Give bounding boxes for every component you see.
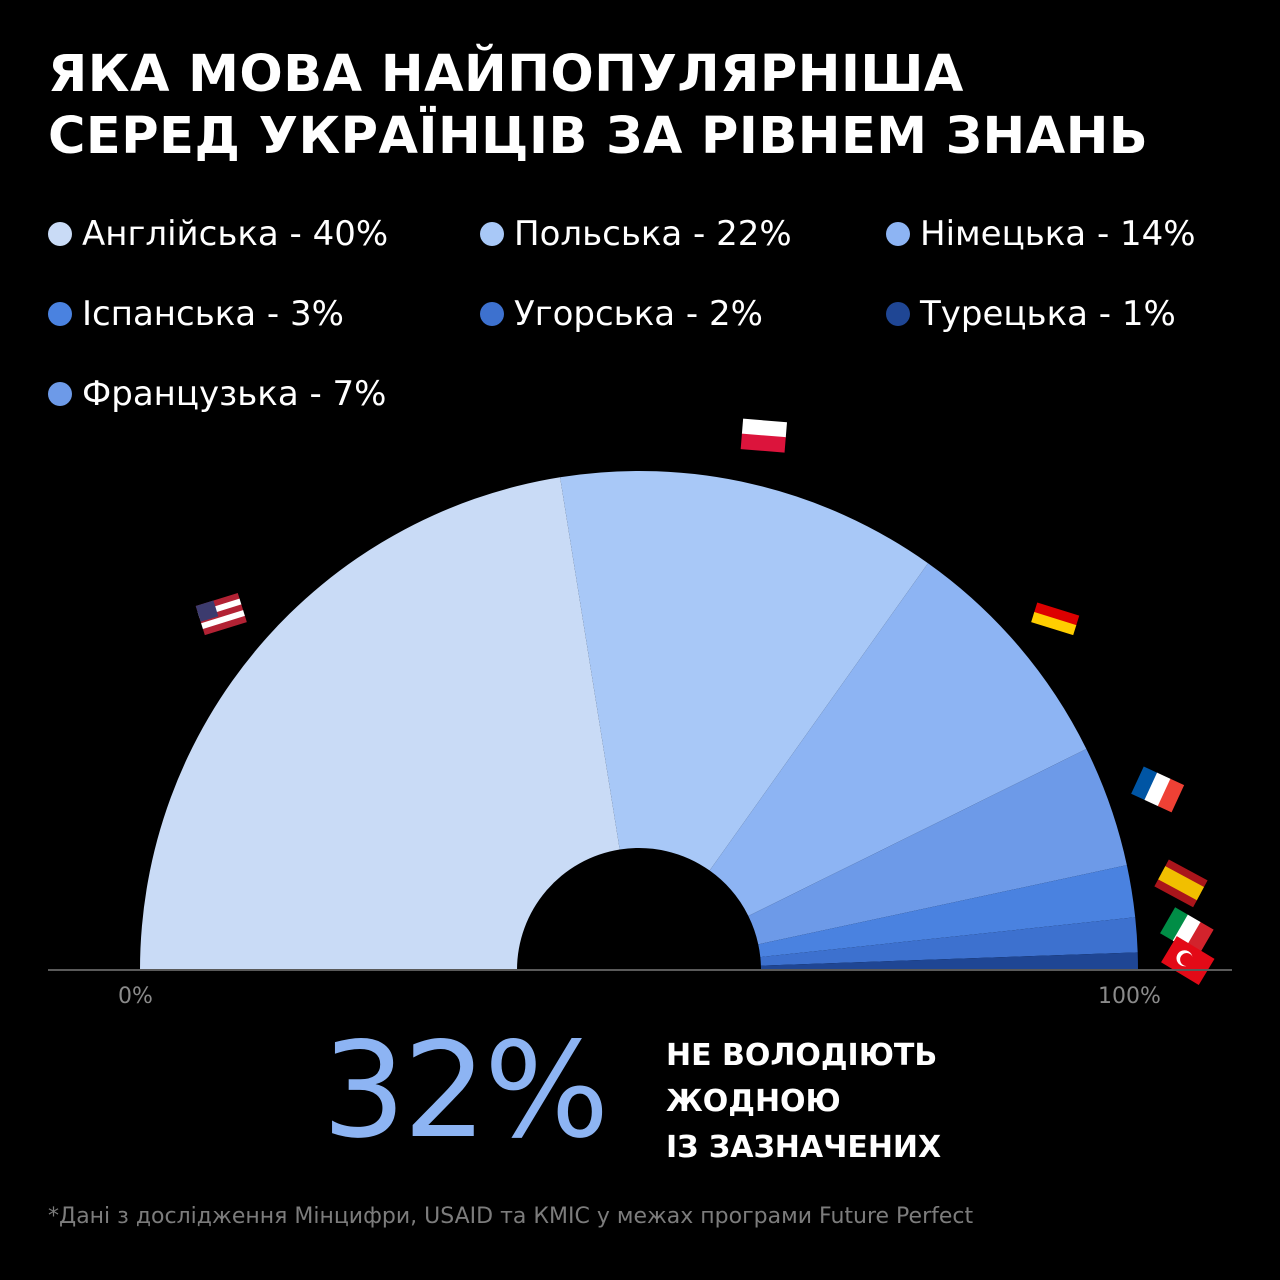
legend-dot <box>886 222 910 246</box>
turkey-flag-icon <box>1161 936 1215 985</box>
legend-label: Німецька - 14% <box>920 214 1196 254</box>
legend-item-french: Французька - 7% <box>48 374 387 414</box>
legend-item-spanish: Іспанська - 3% <box>48 294 344 334</box>
poland-flag-icon <box>740 418 787 453</box>
stat-caption-line: ЖОДНОЮ <box>666 1084 841 1119</box>
legend-item-german: Німецька - 14% <box>886 214 1196 254</box>
legend-label: Польська - 22% <box>514 214 792 254</box>
axis-label-start: 0% <box>118 984 153 1009</box>
france-flag-icon <box>1131 766 1185 813</box>
chart-slices <box>140 471 1138 970</box>
axis-label-end: 100% <box>1098 984 1161 1009</box>
chart-slice-7 <box>760 952 1138 970</box>
stat-caption-line: ІЗ ЗАЗНАЧЕНИХ <box>666 1130 942 1165</box>
legend-label: Іспанська - 3% <box>82 294 344 334</box>
chart-slice-1 <box>140 477 620 970</box>
legend-dot <box>48 222 72 246</box>
legend-dot <box>48 302 72 326</box>
legend-dot <box>48 382 72 406</box>
legend-label: Турецька - 1% <box>920 294 1176 334</box>
chart-slice-6 <box>760 917 1138 966</box>
page-title: ЯКА МОВА НАЙПОПУЛЯРНІША СЕРЕД УКРАЇНЦІВ … <box>48 44 1248 168</box>
us-flag-icon <box>195 592 247 636</box>
legend-dot <box>480 222 504 246</box>
legend-label: Угорська - 2% <box>514 294 763 334</box>
chart-slice-2 <box>560 471 929 871</box>
legend-dot <box>480 302 504 326</box>
legend-dot <box>886 302 910 326</box>
chart-slice-5 <box>758 865 1136 958</box>
footnote: *Дані з дослідження Мінцифри, USAID та К… <box>48 1204 974 1229</box>
legend-item-hungarian: Угорська - 2% <box>480 294 763 334</box>
spain-flag-icon <box>1154 859 1208 908</box>
chart-slice-3 <box>709 563 1087 916</box>
chart-flags <box>195 418 1215 985</box>
chart-slice-4 <box>748 748 1127 945</box>
germany-flag-icon <box>1031 592 1083 636</box>
title-line-2: СЕРЕД УКРАЇНЦІВ ЗА РІВНЕМ ЗНАНЬ <box>48 107 1149 166</box>
stat-caption-line: НЕ ВОЛОДІЮТЬ <box>666 1038 938 1073</box>
legend-item-polish: Польська - 22% <box>480 214 792 254</box>
stat-value: 32% <box>322 1014 609 1168</box>
stat-caption: НЕ ВОЛОДІЮТЬ ЖОДНОЮ ІЗ ЗАЗНАЧЕНИХ <box>666 1033 941 1171</box>
legend-label: Англійська - 40% <box>82 214 389 254</box>
legend-label: Французька - 7% <box>82 374 387 414</box>
legend: Англійська - 40% Польська - 22% Німецька… <box>0 0 1280 430</box>
legend-item-turkish: Турецька - 1% <box>886 294 1176 334</box>
title-line-1: ЯКА МОВА НАЙПОПУЛЯРНІША <box>48 45 964 104</box>
legend-item-english: Англійська - 40% <box>48 214 388 254</box>
